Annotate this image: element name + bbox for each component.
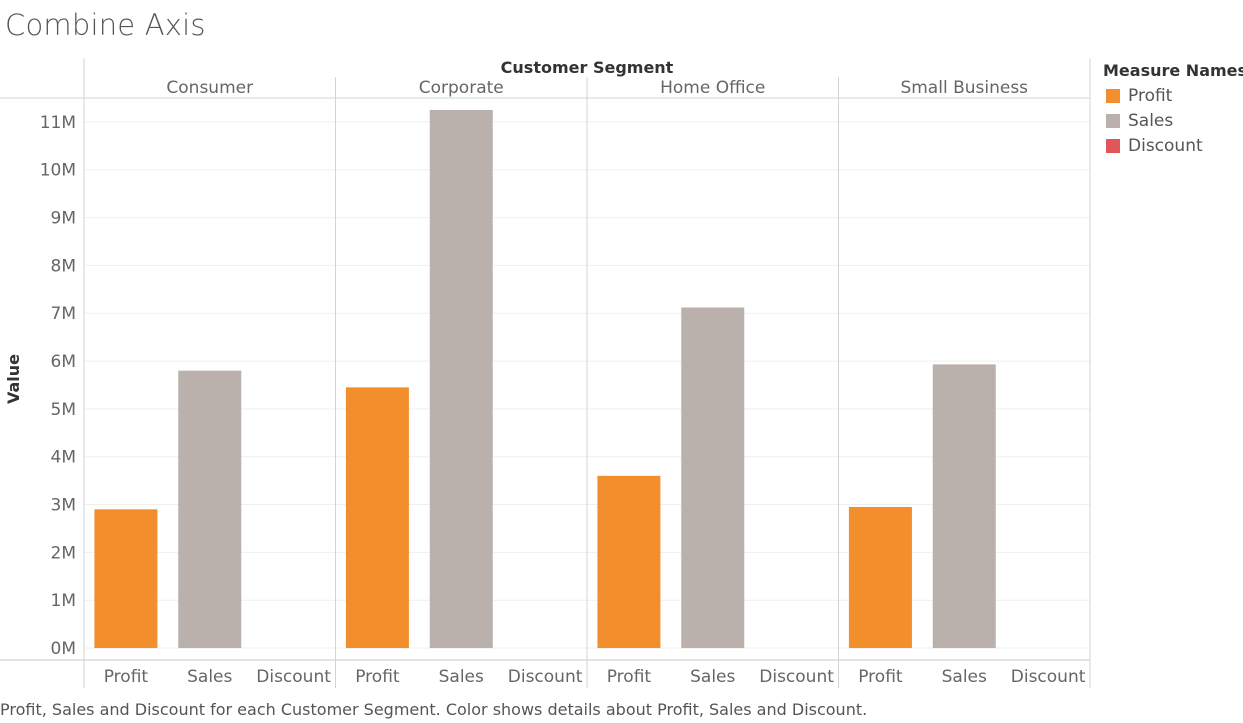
x-tick-label-corporate-sales: Sales — [439, 667, 484, 687]
legend-item-profit[interactable]: Profit — [1103, 83, 1243, 108]
y-tick-label-7: 7M — [51, 304, 76, 324]
bar-home-office-profit — [597, 475, 661, 649]
y-tick-label-2: 2M — [51, 543, 76, 563]
legend-swatch-sales — [1106, 113, 1120, 128]
y-tick-label-0: 0M — [51, 639, 76, 659]
x-tick-label-consumer-sales: Sales — [187, 667, 232, 687]
legend-item-discount[interactable]: Discount — [1103, 133, 1243, 158]
y-tick-label-9: 9M — [51, 209, 76, 229]
legend-label-sales: Sales — [1128, 110, 1174, 131]
y-tick-label-11: 11M — [40, 113, 76, 133]
chart-title: Combine Axis — [5, 8, 206, 42]
legend-swatch-discount — [1106, 138, 1120, 153]
legend-title: Measure Names — [1103, 61, 1243, 80]
legend-label-discount: Discount — [1128, 135, 1203, 156]
y-axis-title: Value — [4, 354, 23, 404]
x-tick-label-consumer-discount: Discount — [256, 667, 331, 687]
x-tick-label-corporate-discount: Discount — [508, 667, 583, 687]
chart-caption: Profit, Sales and Discount for each Cust… — [0, 700, 868, 719]
x-tick-label-home-office-sales: Sales — [690, 667, 735, 687]
segment-label-corporate: Corporate — [419, 78, 504, 98]
y-tick-label-3: 3M — [51, 496, 76, 516]
legend-swatch-profit — [1106, 88, 1120, 103]
legend-item-sales[interactable]: Sales — [1103, 108, 1243, 133]
legend-label-profit: Profit — [1128, 85, 1173, 106]
y-tick-label-5: 5M — [51, 400, 76, 420]
y-tick-label-8: 8M — [51, 256, 76, 276]
x-tick-label-small-business-sales: Sales — [942, 667, 987, 687]
bar-corporate-sales — [429, 109, 493, 649]
x-tick-label-home-office-profit: Profit — [607, 667, 652, 687]
x-tick-label-consumer-profit: Profit — [104, 667, 149, 687]
x-tick-label-small-business-profit: Profit — [858, 667, 903, 687]
y-tick-label-10: 10M — [40, 161, 76, 181]
y-tick-label-4: 4M — [51, 448, 76, 468]
bar-consumer-profit — [94, 509, 158, 649]
segment-label-home-office: Home Office — [660, 78, 765, 98]
bar-chart: Customer Segment 0M 1M 2M 3M 4M 5M 6M 7M 8M 9M 10M 1… — [0, 58, 1091, 688]
y-tick-label-1: 1M — [51, 591, 76, 611]
segment-label-small-business: Small Business — [900, 78, 1028, 98]
bar-home-office-sales — [681, 307, 745, 649]
bar-small-business-profit — [848, 506, 912, 649]
x-tick-label-home-office-discount: Discount — [759, 667, 834, 687]
column-header-title: Customer Segment — [501, 58, 674, 77]
bar-corporate-profit — [345, 387, 409, 649]
x-tick-label-small-business-discount: Discount — [1011, 667, 1086, 687]
x-tick-label-corporate-profit: Profit — [355, 667, 400, 687]
segment-label-consumer: Consumer — [166, 78, 253, 98]
legend: Measure Names Profit Sales Discount — [1103, 61, 1243, 158]
bar-consumer-sales — [178, 370, 242, 649]
y-tick-label-6: 6M — [51, 352, 76, 372]
bar-small-business-sales — [932, 364, 996, 649]
